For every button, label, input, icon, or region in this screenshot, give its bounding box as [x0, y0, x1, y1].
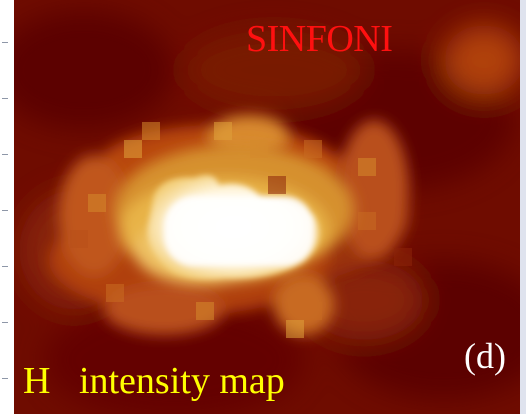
tick-mark [2, 210, 8, 211]
axis-ticks [0, 0, 15, 414]
panel-label: (d) [464, 336, 506, 376]
instrument-label: SINFONI [246, 18, 393, 60]
tick-mark [2, 266, 8, 267]
map-type-label: H intensity map [23, 360, 285, 402]
tick-mark [2, 322, 8, 323]
tick-mark [2, 98, 8, 99]
tick-mark [2, 378, 8, 379]
tick-mark [2, 42, 8, 43]
tick-mark [2, 154, 8, 155]
intensity-map [14, 0, 520, 414]
right-edge [520, 0, 526, 414]
